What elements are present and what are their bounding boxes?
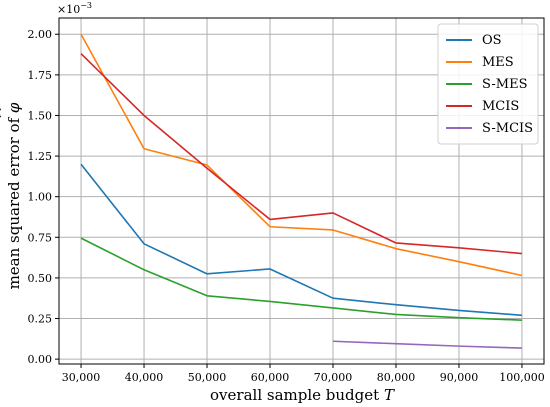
x-tick-label: 70,000: [314, 371, 353, 384]
series-line-mes: [80, 33, 523, 277]
legend-label: S-MCIS: [482, 121, 533, 136]
legend-label: S-MES: [482, 77, 527, 92]
y-tick-label: 0.75: [28, 231, 53, 244]
legend-label: MCIS: [482, 99, 519, 114]
x-tick-label: 90,000: [440, 371, 479, 384]
y-axis-offset-text: ×10−3: [57, 1, 92, 16]
y-tick-label: 2.00: [28, 28, 53, 41]
series-line-s-mes: [80, 237, 522, 321]
x-tick-label: 80,000: [377, 371, 416, 384]
y-tick-label: 0.00: [28, 353, 53, 366]
y-axis-label: mean squared error of φ: [5, 102, 23, 289]
x-tick-label: 40,000: [125, 371, 164, 384]
x-tick-label: 100,000: [499, 371, 545, 384]
legend-label: OS: [482, 33, 502, 48]
y-tick-label: 1.75: [28, 69, 53, 82]
x-tick-label: 60,000: [251, 371, 290, 384]
series-lines: [80, 33, 523, 349]
x-axis-label: overall sample budget T: [210, 386, 395, 404]
x-tick-label: 30,000: [62, 371, 101, 384]
plot-frame: [58, 17, 545, 365]
y-tick-label: 1.25: [28, 150, 53, 163]
series-line-os: [80, 163, 523, 317]
y-tick-label: 0.50: [28, 272, 53, 285]
legend-label: MES: [482, 55, 514, 70]
legend: OS MES S-MES MCIS S-MCIS: [437, 23, 539, 145]
legend-box: [437, 23, 539, 145]
y-tick-label: 1.50: [28, 109, 53, 122]
y-tick-label: 0.25: [28, 313, 53, 326]
y-axis-label-group: mean squared error of φ ^: [0, 102, 23, 289]
y-tick-label: 1.00: [28, 191, 53, 204]
x-tick-label: 50,000: [188, 371, 227, 384]
series-line-mcis: [80, 53, 523, 255]
y-axis-label-hat: ^: [0, 107, 12, 120]
series-line-s-mcis: [332, 340, 522, 349]
axis-ticks: 30,000 40,000 50,000 60,000 70,000 80,000 90,0…: [28, 28, 545, 384]
